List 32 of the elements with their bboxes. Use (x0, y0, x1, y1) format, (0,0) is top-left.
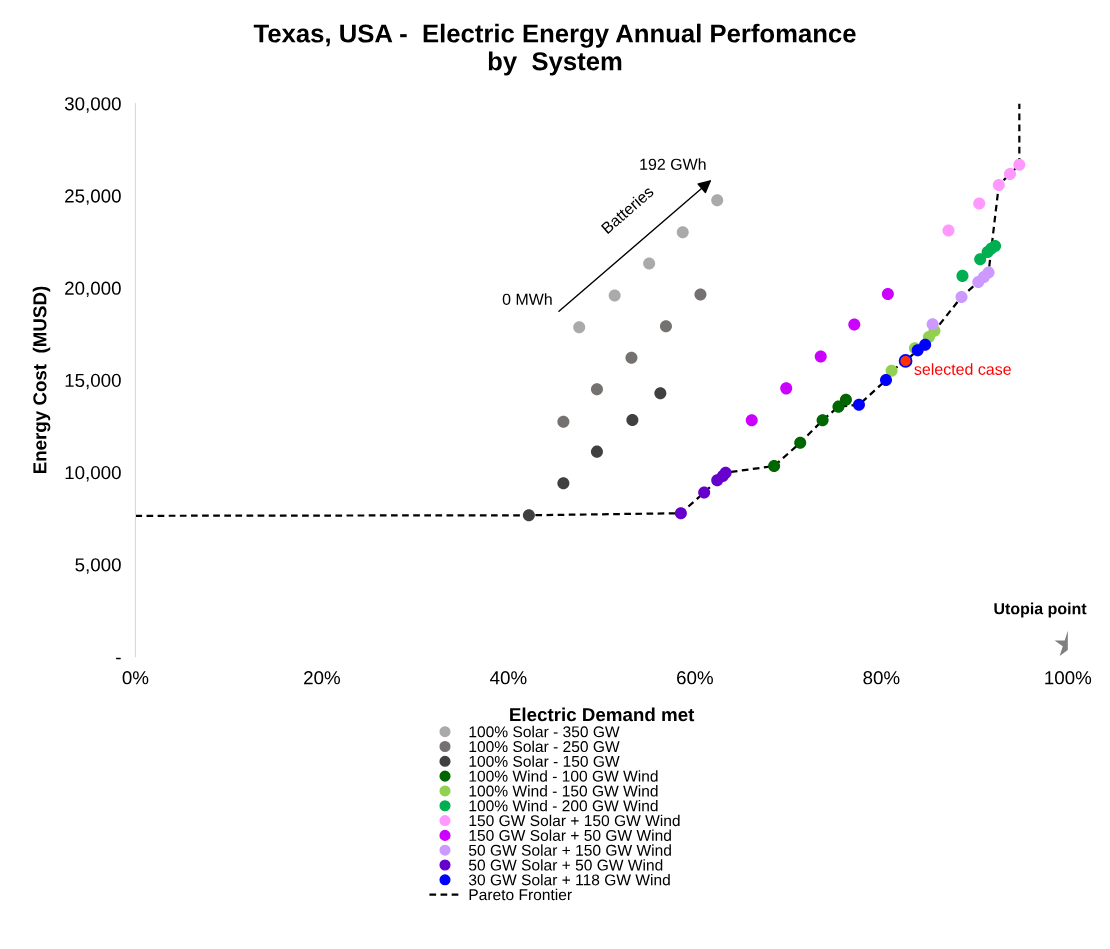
x-tick-label: 0% (122, 671, 149, 685)
legend-label: Pareto Frontier (469, 888, 572, 901)
x-tick-label: 40% (490, 671, 527, 685)
legend-label: 100% Solar - 350 GW (469, 725, 620, 738)
x-tick-label: 100% (1045, 671, 1092, 685)
legend-label: 50 GW Solar + 50 GW Wind (468, 859, 663, 871)
y-tick-label: 20,000 (65, 281, 121, 298)
legend-label: 150 GW Solar + 50 GW Wind (469, 829, 671, 841)
legend-label: 100% Solar - 250 GW (469, 740, 620, 753)
legend-label: 30 GW Solar + 118 GW Wind (468, 873, 670, 886)
annotation: Utopia point (994, 602, 1087, 618)
annotation: selected case (914, 363, 1011, 375)
y-tick-label: 30,000 (64, 97, 121, 113)
x-tick-label: 20% (304, 671, 340, 685)
annotation: 192 GWh (640, 158, 706, 170)
y-tick-label: 25,000 (65, 189, 121, 205)
x-tick-label: 60% (677, 671, 713, 685)
legend-label: 100% Wind - 150 GW Wind (469, 785, 658, 797)
legend-label: 150 GW Solar + 150 GW Wind (469, 814, 680, 827)
x-axis-title: Electric Demand met (510, 707, 695, 722)
y-tick-label: - (116, 657, 121, 660)
annotation: 0 MWh (502, 293, 552, 305)
x-tick-label: 80% (863, 671, 900, 685)
legend-label: 100% Wind - 200 GW Wind (469, 799, 658, 812)
legend-label: 100% Solar - 150 GW (469, 755, 620, 767)
legend-label: 50 GW Solar + 150 GW Wind (468, 844, 671, 856)
y-tick-label: 5,000 (75, 558, 121, 574)
chart-title: Texas, USA - Electric Energy Annual Perfomance by System (253, 23, 856, 76)
y-tick-label: 10,000 (65, 465, 121, 482)
y-tick-label: 15,000 (65, 373, 121, 390)
y-axis-title: Energy Cost (MUSD) (32, 286, 51, 474)
legend-label: 100% Wind - 100 GW Wind (469, 770, 658, 782)
